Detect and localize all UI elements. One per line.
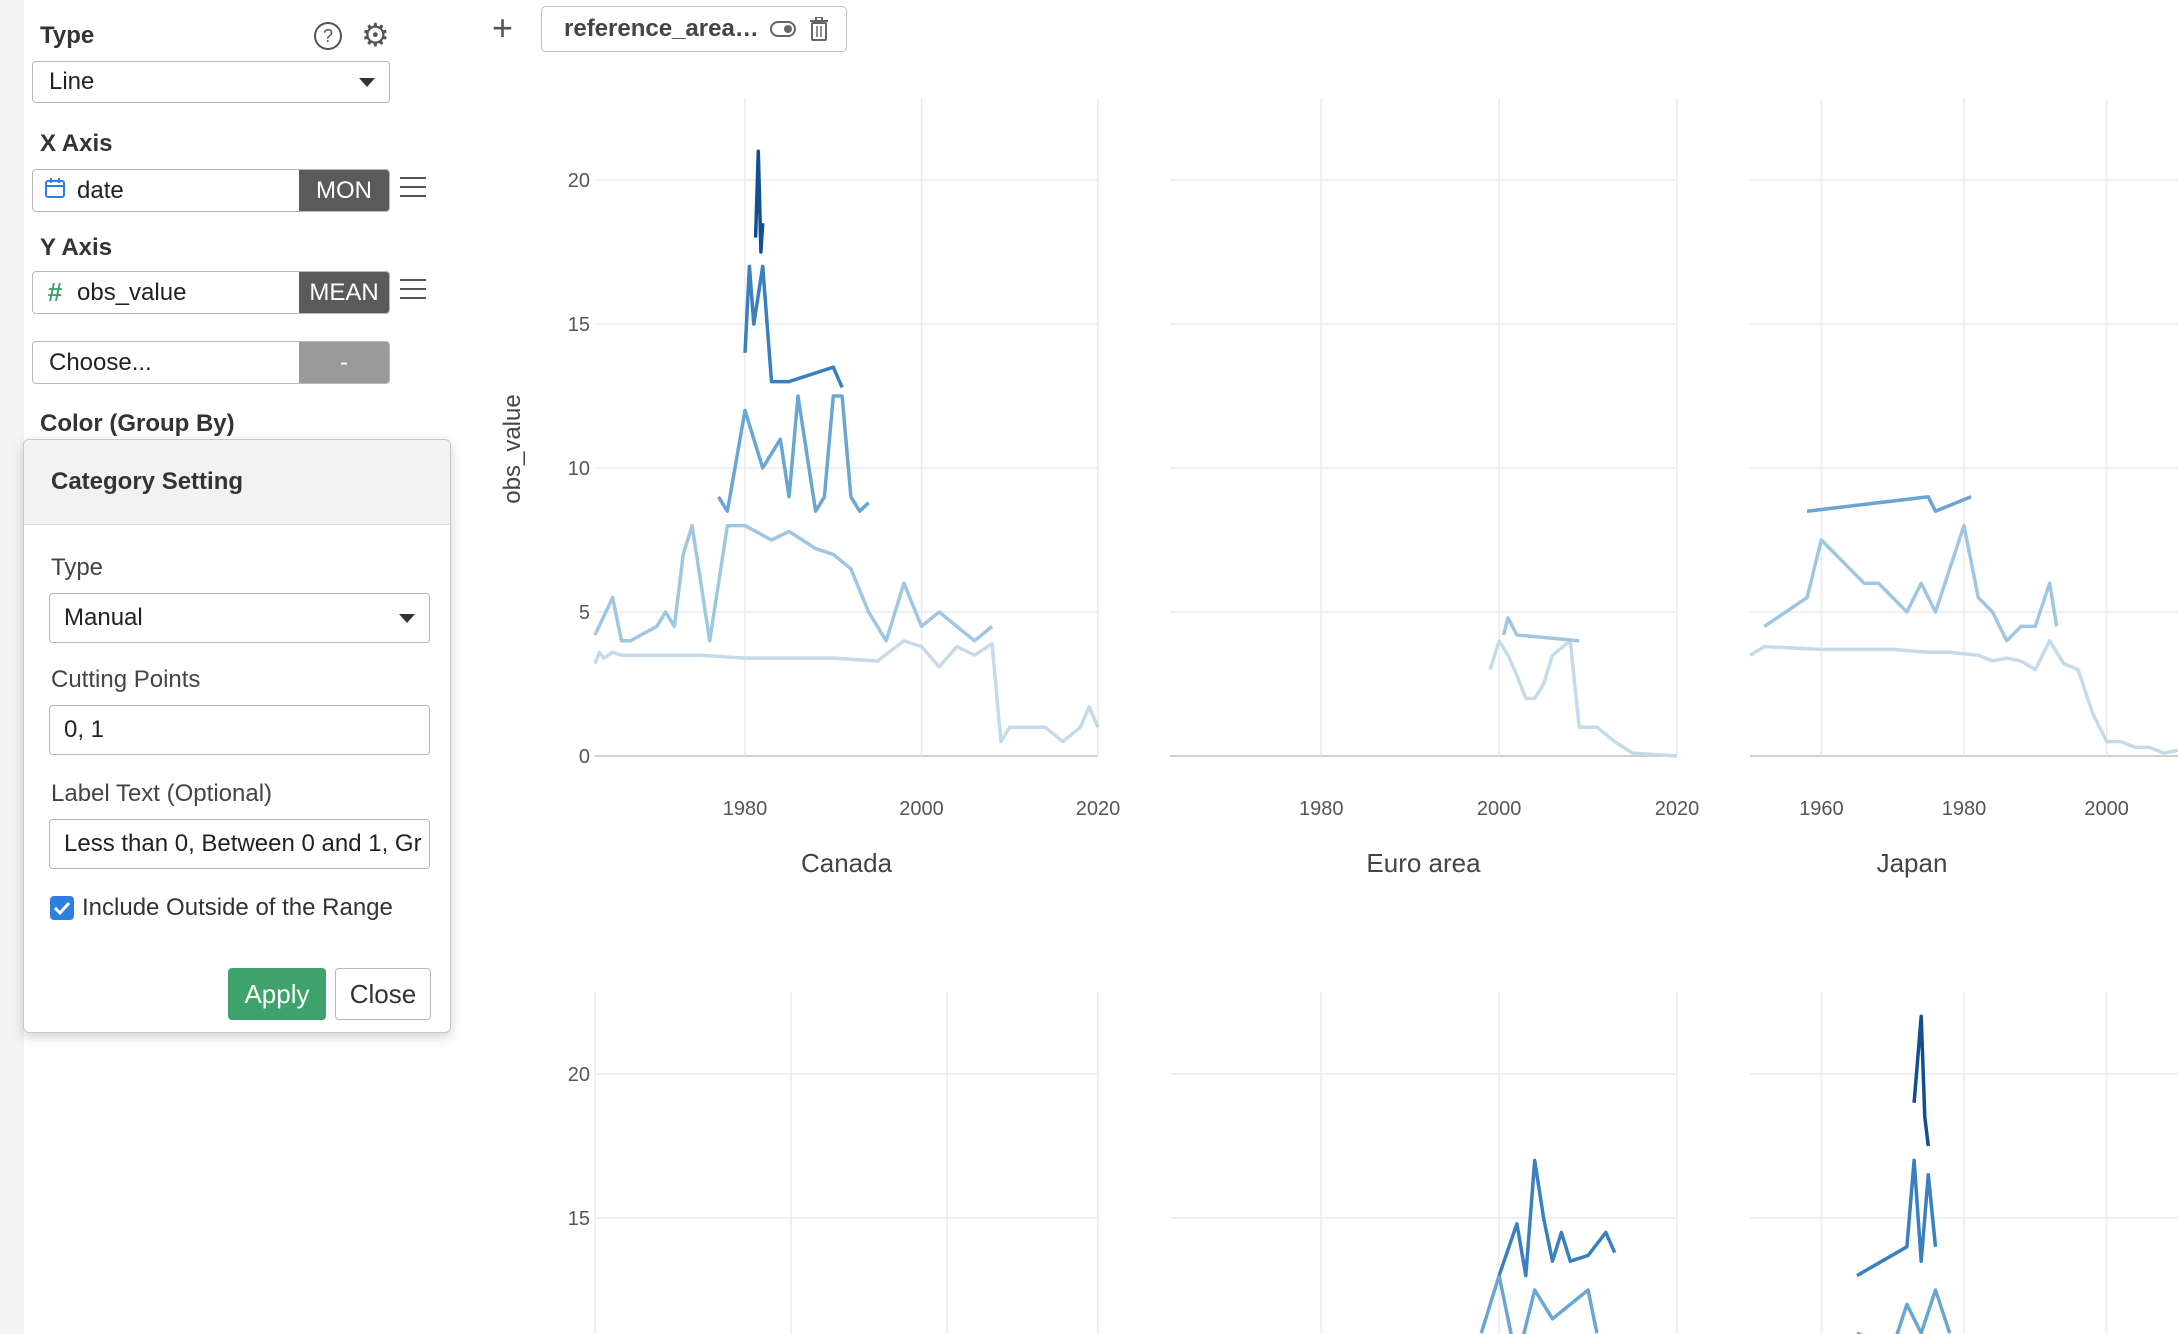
series-line — [1497, 1158, 1617, 1278]
gear-icon[interactable]: ⚙ — [361, 17, 390, 53]
x-axis-menu-icon[interactable] — [400, 177, 426, 204]
x-tick-label: 2000 — [2084, 798, 2129, 820]
series-line — [1806, 495, 1972, 513]
chart-type-select[interactable]: Line — [32, 61, 390, 103]
x-tick-label: 1980 — [1299, 798, 1344, 820]
chevron-down-icon — [399, 614, 415, 623]
cutting-points-label: Cutting Points — [51, 666, 201, 693]
label-text-label: Label Text (Optional) — [51, 780, 273, 807]
y-tick-label: 20 — [568, 1064, 590, 1086]
x-aggregation-button[interactable]: MON — [299, 170, 389, 211]
y-tick-label: 15 — [568, 1208, 590, 1230]
series-line — [1749, 639, 2178, 755]
color-group-label: Color (Group By) — [40, 410, 235, 437]
y-axis-title: obs_value — [499, 394, 526, 503]
y-axis-menu-icon[interactable] — [400, 279, 426, 306]
series-line — [1501, 616, 1580, 643]
chart-tab[interactable]: reference_area… — [541, 6, 847, 52]
x-axis-field[interactable]: date MON — [32, 169, 390, 212]
label-text-input[interactable]: Less than 0, Between 0 and 1, Gr — [49, 819, 430, 869]
y-column-name: obs_value — [77, 278, 187, 306]
y-axis-add-field[interactable]: Choose... - — [32, 341, 390, 384]
y-tick-label: 5 — [579, 602, 590, 624]
include-outside-label: Include Outside of the Range — [82, 894, 393, 921]
x-axis-label: X Axis — [40, 130, 113, 157]
y-tick-label: 15 — [568, 314, 590, 336]
choose-aggregation-button[interactable]: - — [299, 342, 389, 383]
choose-column: Choose... — [49, 348, 152, 376]
x-tick-label: 1980 — [723, 798, 768, 820]
tab-label: reference_area… — [564, 15, 759, 42]
x-column-name: date — [77, 176, 124, 204]
y-axis-label: Y Axis — [40, 234, 113, 261]
y-aggregation-button[interactable]: MEAN — [299, 272, 389, 313]
series-line — [593, 523, 994, 643]
cutting-points-input[interactable]: 0, 1 — [49, 705, 430, 755]
chart-type-value: Line — [49, 68, 95, 95]
type-label: Type — [40, 22, 95, 49]
series-line — [743, 264, 844, 389]
series-line — [1479, 1273, 1599, 1334]
left-edge — [0, 0, 24, 1334]
panel-title: Category Setting — [24, 440, 450, 525]
facet-title: Euro area — [1366, 848, 1481, 878]
y-tick-label: 20 — [568, 170, 590, 192]
trash-icon[interactable] — [810, 16, 828, 48]
series-line — [753, 149, 765, 254]
x-tick-label: 1980 — [1942, 798, 1987, 820]
x-tick-label: 1960 — [1799, 798, 1844, 820]
toggle-icon[interactable] — [770, 21, 796, 37]
facet-title: Japan — [1877, 848, 1948, 878]
type-label: Type — [51, 554, 104, 581]
chevron-down-icon — [359, 78, 375, 87]
number-type-icon: # — [47, 277, 63, 307]
category-setting-panel: Category Setting Type Manual Cutting Poi… — [23, 439, 451, 1033]
category-type-select[interactable]: Manual — [49, 593, 430, 643]
help-icon[interactable]: ? — [314, 22, 342, 50]
apply-button[interactable]: Apply — [228, 968, 326, 1020]
y-tick-label: 10 — [568, 458, 590, 480]
x-tick-label: 2000 — [899, 798, 944, 820]
series-line — [1856, 1288, 1952, 1334]
series-line — [1488, 639, 1678, 758]
category-type-value: Manual — [64, 604, 143, 631]
include-outside-checkbox[interactable] — [50, 896, 74, 920]
series-line — [1912, 1014, 1931, 1147]
y-axis-field[interactable]: # obs_value MEAN — [32, 271, 390, 314]
calendar-icon — [33, 175, 77, 206]
x-tick-label: 2020 — [1655, 798, 1700, 820]
series-line — [1856, 1158, 1938, 1278]
y-tick-label: 0 — [579, 746, 590, 768]
x-tick-label: 2020 — [1076, 798, 1121, 820]
checkmark-icon — [53, 901, 71, 916]
series-line — [1763, 523, 2059, 643]
add-tab-button[interactable]: + — [492, 7, 514, 48]
series-line — [593, 639, 1100, 744]
facet-title: Canada — [801, 848, 893, 878]
x-tick-label: 2000 — [1477, 798, 1522, 820]
close-button[interactable]: Close — [335, 968, 431, 1020]
series-line — [717, 394, 870, 513]
